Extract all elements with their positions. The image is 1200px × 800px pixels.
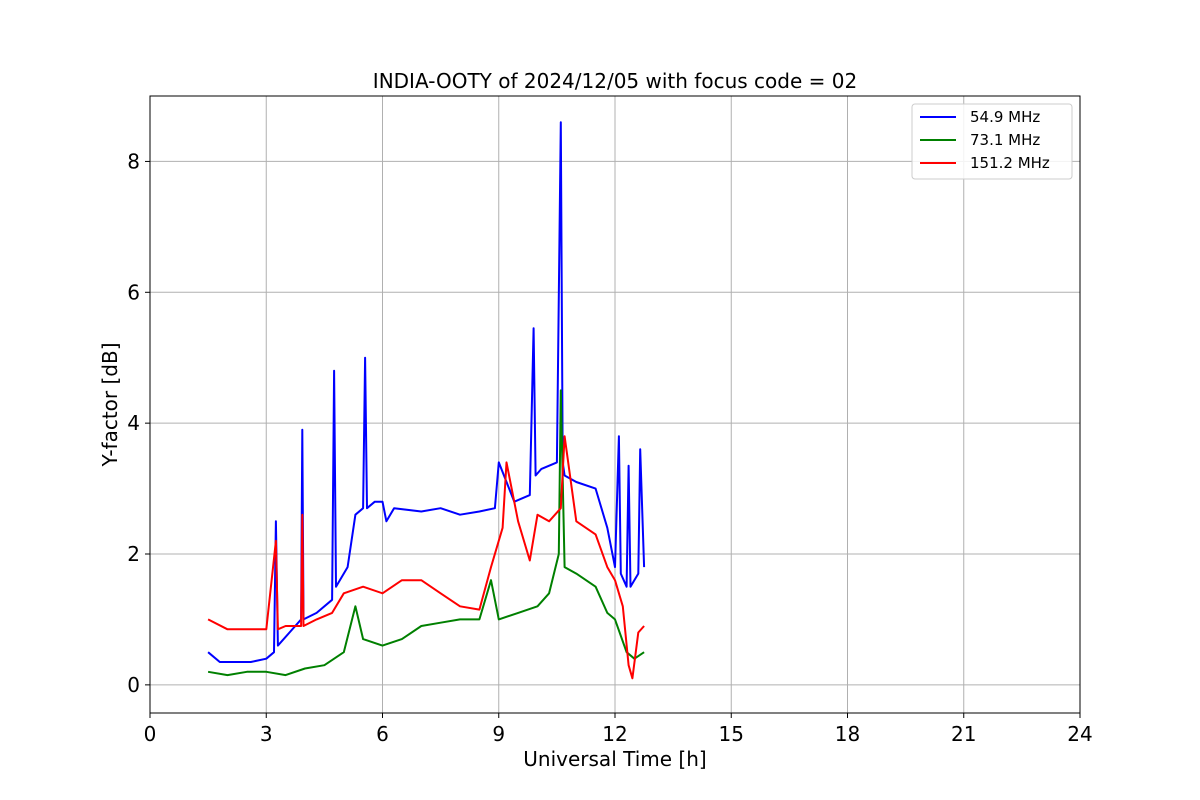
series-layer xyxy=(207,121,646,680)
y-axis-label: Y-factor [dB] xyxy=(98,342,122,467)
x-tick-label: 3 xyxy=(260,722,273,746)
chart-title: INDIA-OOTY of 2024/12/05 with focus code… xyxy=(373,69,857,93)
legend-entry-label: 54.9 MHz xyxy=(970,108,1040,126)
legend-box xyxy=(911,103,1073,180)
x-tick-label: 6 xyxy=(376,722,389,746)
y-tick-label: 0 xyxy=(127,673,140,697)
y-tick-label: 4 xyxy=(127,411,140,435)
series-line-3 xyxy=(207,435,645,680)
legend-entry-label: 73.1 MHz xyxy=(970,131,1040,149)
legend-entry-label: 151.2 MHz xyxy=(970,154,1050,172)
x-tick-label: 18 xyxy=(835,722,860,746)
x-tick-label: 15 xyxy=(719,722,744,746)
x-axis-label: Universal Time [h] xyxy=(523,747,706,771)
y-tick-label: 6 xyxy=(127,280,140,304)
x-tick-label: 0 xyxy=(144,722,157,746)
x-tick-label: 24 xyxy=(1067,722,1092,746)
x-tick-label: 9 xyxy=(492,722,505,746)
x-tick-label: 21 xyxy=(951,722,976,746)
y-tick-label: 8 xyxy=(127,149,140,173)
x-tick-label: 12 xyxy=(602,722,627,746)
y-tick-label: 2 xyxy=(127,542,140,566)
series-line-2 xyxy=(207,389,645,677)
legend: 54.9 MHz 73.1 MHz 151.2 MHz xyxy=(911,103,1073,180)
